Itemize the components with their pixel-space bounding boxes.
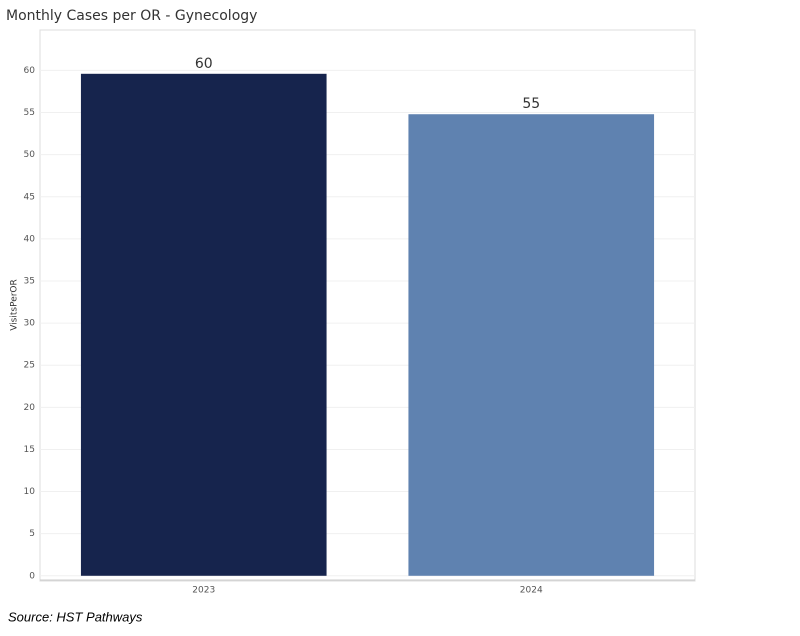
data-label: 55: [522, 96, 540, 112]
y-tick-label: 20: [24, 403, 36, 413]
y-tick-label: 30: [24, 319, 36, 329]
y-tick-label: 0: [29, 571, 35, 581]
bar: [80, 73, 327, 576]
data-label: 60: [195, 56, 213, 72]
y-tick-label: 40: [24, 234, 36, 244]
y-tick-label: 35: [24, 276, 35, 286]
chart-title: Monthly Cases per OR - Gynecology: [6, 8, 257, 24]
y-tick-label: 55: [24, 108, 35, 118]
source-note: Source: HST Pathways: [8, 609, 143, 624]
y-tick-label: 60: [24, 66, 36, 76]
y-tick-label: 5: [29, 529, 35, 539]
plot-frame: [39, 29, 696, 582]
y-tick-label: 10: [24, 487, 36, 497]
y-tick-label: 50: [24, 150, 36, 160]
y-tick-label: 25: [24, 361, 35, 371]
y-tick-label: 45: [24, 192, 35, 202]
x-tick-label: 2023: [192, 586, 215, 596]
y-tick-label: 15: [24, 445, 35, 455]
x-tick-label: 2024: [520, 586, 543, 596]
bar: [408, 114, 655, 576]
y-axis-label: VisitsPerOR: [10, 279, 20, 331]
